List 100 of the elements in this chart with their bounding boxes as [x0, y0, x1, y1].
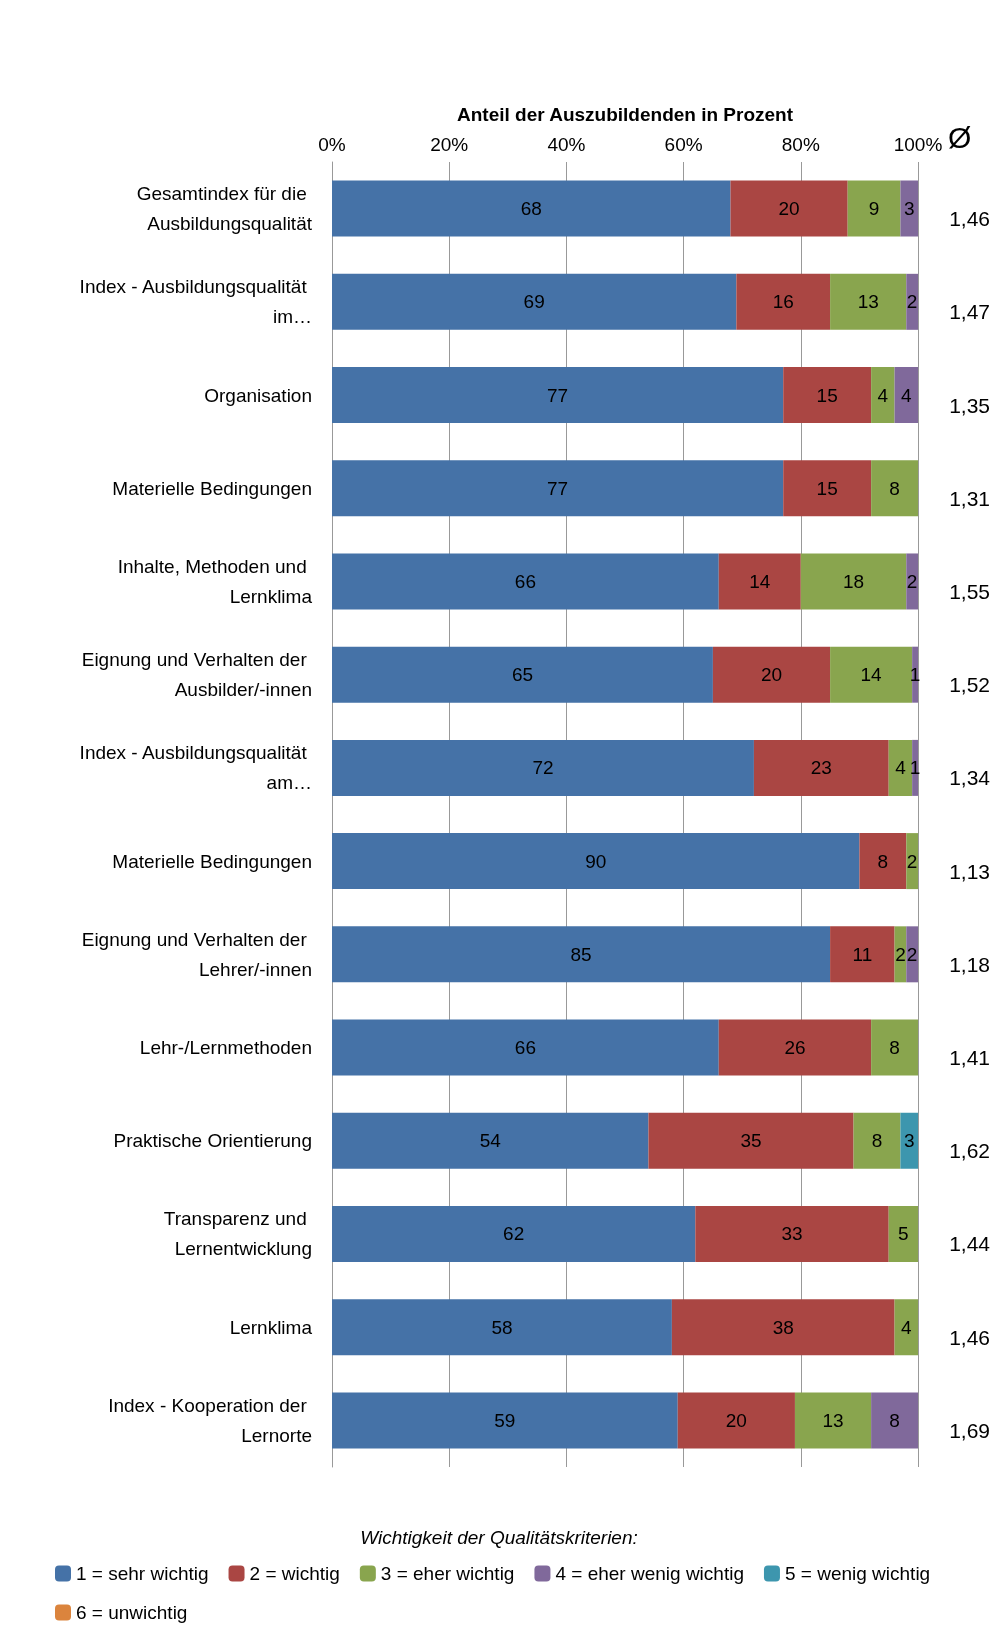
- bar: [332, 833, 860, 890]
- data-label: 90: [585, 850, 607, 872]
- bar: [753, 739, 889, 796]
- data-label: 14: [749, 570, 771, 592]
- bar: [794, 1392, 872, 1449]
- data-label: 58: [491, 1316, 513, 1338]
- bar: [332, 273, 737, 330]
- bar: [859, 833, 907, 890]
- x-tick-label: 80%: [781, 134, 820, 155]
- y-tick-label: Materielle Bedingungen: [112, 850, 312, 872]
- text: Ø: [948, 120, 972, 154]
- data-label: 20: [778, 198, 800, 220]
- bar: [830, 926, 895, 983]
- text: 1,18: [949, 952, 990, 976]
- text: 1,46: [949, 1325, 990, 1349]
- bar: [871, 1019, 918, 1076]
- data-label: 26: [784, 1037, 806, 1059]
- data-label: 66: [514, 570, 536, 592]
- bar: [718, 553, 801, 610]
- bar: [332, 926, 831, 983]
- data-label: 14: [860, 664, 883, 686]
- data-label: 11: [852, 943, 873, 965]
- bar: [906, 833, 918, 890]
- legend-title: Wichtigkeit der Qualitätskriterien:: [360, 1527, 638, 1548]
- data-label: 59: [494, 1409, 516, 1431]
- bar: [730, 180, 848, 237]
- data-label: 54: [479, 1130, 502, 1152]
- y-tick-label: Organisation: [204, 384, 312, 406]
- data-label: 5: [898, 1223, 909, 1245]
- y-tick-label: Lehr-/Lernmethoden: [139, 1037, 312, 1059]
- text: 1,62: [949, 1139, 990, 1163]
- bar: [332, 646, 713, 703]
- bar: [677, 1392, 795, 1449]
- data-label: 77: [547, 477, 569, 499]
- text: 1,13: [949, 859, 990, 883]
- bar: [671, 1299, 895, 1356]
- data-label: 3: [903, 198, 915, 220]
- x-tick-label: 100%: [893, 134, 943, 155]
- y-tick-label: Gesamtindex für die Ausbildungsqualität: [136, 183, 313, 235]
- legend-label: 4 = eher wenig wichtig: [555, 1563, 744, 1584]
- data-label: 13: [822, 1409, 844, 1431]
- data-label: 77: [547, 384, 569, 406]
- bar: [906, 926, 918, 983]
- data-label: 33: [781, 1223, 803, 1245]
- data-label: 8: [871, 1130, 883, 1152]
- data-label: 38: [772, 1316, 794, 1338]
- data-label: 8: [889, 1409, 900, 1431]
- text: 1,35: [949, 393, 990, 417]
- data-label: 85: [570, 943, 592, 965]
- bar: [332, 1299, 672, 1356]
- bar: [871, 1392, 918, 1449]
- data-label: 72: [532, 757, 554, 779]
- data-label: 69: [523, 291, 545, 313]
- data-label: 2: [895, 943, 906, 965]
- bar: [736, 273, 831, 330]
- data-label: 4: [900, 384, 912, 406]
- data-label: 4: [900, 1316, 912, 1338]
- bar: [695, 1205, 889, 1262]
- legend-label: 3 = eher wichtig: [380, 1563, 515, 1584]
- x-tick-label: 0%: [318, 134, 346, 155]
- data-label: 15: [816, 477, 838, 499]
- data-label: 2: [906, 943, 918, 965]
- bar: [332, 1392, 678, 1449]
- legend-label: 1 = sehr wichtig: [76, 1563, 209, 1584]
- bar: [332, 1112, 649, 1169]
- text: 1,31: [949, 486, 990, 510]
- y-tick-label: Praktische Orientierung: [113, 1130, 312, 1152]
- bar: [900, 1112, 918, 1169]
- bar: [853, 1112, 901, 1169]
- bar: [332, 553, 719, 610]
- text: 1,69: [949, 1418, 990, 1442]
- bar: [800, 553, 907, 610]
- y-tick-label: Materielle Bedingungen: [112, 477, 312, 499]
- data-label: 65: [511, 664, 534, 686]
- bar: [871, 367, 895, 424]
- text: 1,34: [949, 766, 991, 790]
- data-label: 16: [772, 291, 794, 313]
- data-label: 4: [895, 757, 907, 779]
- bar: [894, 1299, 918, 1356]
- data-label: 2: [906, 291, 918, 313]
- data-label: 4: [877, 384, 889, 406]
- bar: [718, 1019, 872, 1076]
- data-label: 8: [889, 1037, 900, 1059]
- bar: [900, 180, 918, 237]
- bar: [712, 646, 831, 703]
- y-tick-label: Eignung und Verhalten der Lehrer/-innen: [81, 928, 312, 980]
- x-tick-label: 60%: [664, 134, 703, 155]
- bar: [906, 273, 918, 330]
- data-label: 20: [725, 1409, 747, 1431]
- bar: [648, 1112, 854, 1169]
- data-label: 35: [740, 1130, 762, 1152]
- bar: [906, 553, 918, 610]
- bar: [847, 180, 901, 237]
- text: 1,46: [949, 207, 990, 231]
- x-tick-label: 20%: [430, 134, 469, 155]
- legend-label: 2 = wichtig: [249, 1563, 340, 1584]
- data-label: 62: [503, 1223, 525, 1245]
- bar: [783, 367, 872, 424]
- bar: [871, 460, 918, 517]
- bar: [830, 273, 907, 330]
